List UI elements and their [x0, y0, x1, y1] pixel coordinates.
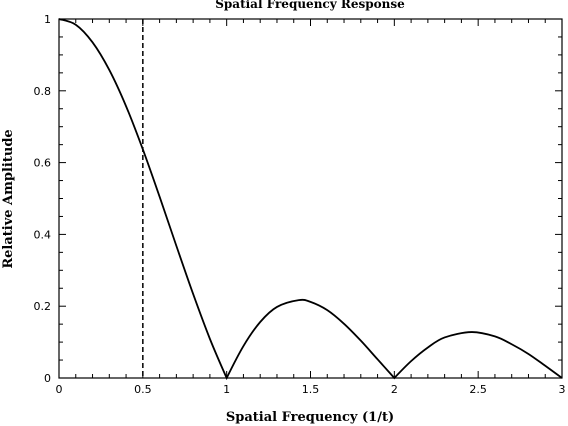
y-axis-label: Relative Amplitude	[1, 129, 16, 268]
x-axis-label: Spatial Frequency (1/t)	[226, 410, 394, 425]
y-tick-label: 1	[44, 13, 51, 26]
x-tick-label: 1.5	[302, 383, 320, 396]
x-tick-label: 0	[56, 383, 63, 396]
x-tick-label: 0.5	[134, 383, 152, 396]
plot-frame	[58, 18, 563, 379]
x-tick-label: 2	[391, 383, 398, 396]
y-tick-label: 0	[44, 372, 51, 385]
axis-ticks	[59, 19, 562, 378]
x-tick-label: 3	[559, 383, 566, 396]
y-tick-label: 0.8	[34, 85, 52, 98]
plot-area: 0 0.5 1 1.5 2 2.5 3 0 0.2 0.4 0.6 0.8 1	[34, 13, 566, 396]
axis-tick-labels: 0 0.5 1 1.5 2 2.5 3 0 0.2 0.4 0.6 0.8 1	[34, 13, 566, 396]
y-tick-label: 0.4	[34, 228, 52, 241]
y-tick-label: 0.2	[34, 300, 52, 313]
chart-title: Spatial Frequency Response	[215, 0, 405, 11]
x-tick-label: 1	[223, 383, 230, 396]
series-layer	[58, 18, 563, 381]
x-tick-label: 2.5	[469, 383, 487, 396]
y-tick-label: 0.6	[34, 157, 52, 170]
response-curve	[58, 18, 563, 381]
